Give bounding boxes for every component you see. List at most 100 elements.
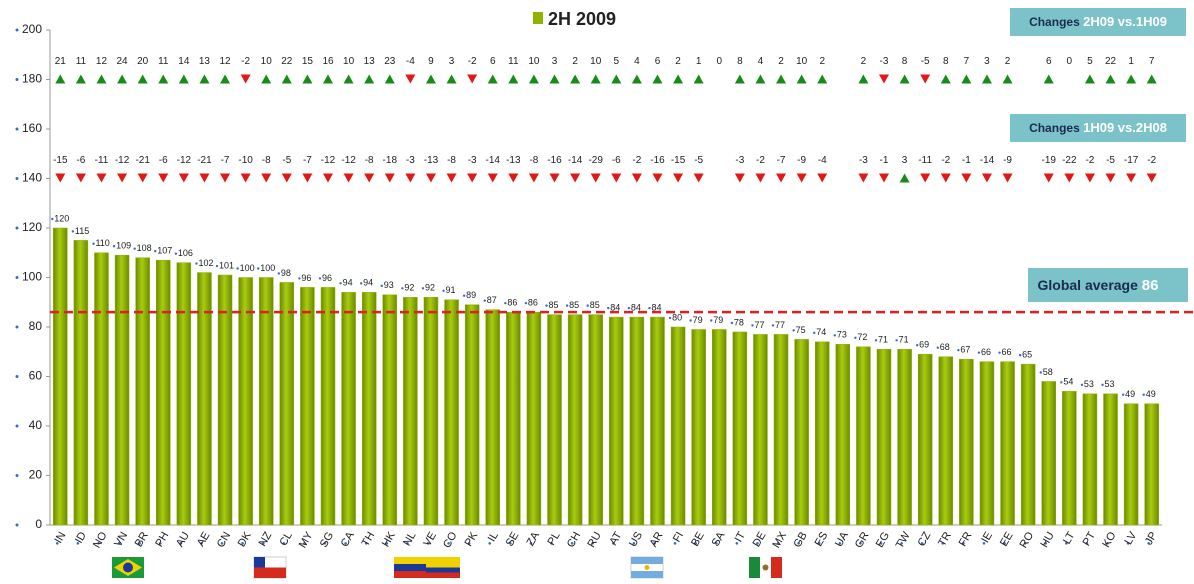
- change-label: 11: [158, 56, 169, 67]
- change-up: [817, 74, 828, 84]
- change-down: [1146, 173, 1157, 183]
- tick-dot: [15, 28, 19, 32]
- change-label: -6: [76, 155, 85, 166]
- change-up: [1084, 74, 1095, 84]
- bar: [732, 331, 748, 526]
- change-down: [96, 173, 107, 183]
- change-down: [425, 173, 436, 183]
- change-down: [220, 173, 231, 183]
- tick-dot: [385, 542, 389, 545]
- bar: [1041, 381, 1056, 526]
- x-tick: LT: [1061, 530, 1078, 547]
- change-up: [137, 74, 148, 84]
- x-tick: GR: [853, 530, 872, 550]
- x-tick-label: ID: [73, 530, 89, 546]
- x-tick-label: AR: [648, 530, 666, 549]
- change-down: [1002, 173, 1013, 183]
- bar: [547, 314, 562, 526]
- label-dot: [483, 299, 486, 302]
- change-down: [137, 173, 148, 183]
- value-label: 75: [796, 325, 806, 335]
- change-label: 13: [364, 56, 376, 67]
- change-label: 5: [1087, 56, 1093, 67]
- x-tick: AT: [607, 530, 624, 548]
- x-tick: UA: [833, 529, 851, 549]
- change-label: 11: [76, 56, 87, 67]
- change-label: 2: [778, 56, 784, 67]
- flag-cl: [253, 556, 287, 579]
- value-label: 86: [528, 298, 538, 308]
- x-tick: FR: [957, 530, 975, 549]
- change-label: 9: [428, 56, 434, 67]
- x-tick-label: SA: [710, 529, 728, 548]
- value-label: 71: [878, 335, 888, 345]
- x-tick: TW: [894, 529, 913, 550]
- change-label: 10: [343, 56, 355, 67]
- bar: [258, 277, 274, 526]
- bar: [753, 334, 768, 526]
- x-tick-label: IE: [979, 530, 995, 545]
- label-dot: [813, 331, 816, 335]
- change-down: [611, 173, 622, 183]
- x-tick-label: PT: [1081, 530, 1099, 548]
- tick-dot: [714, 542, 718, 545]
- tick-dot: [591, 542, 595, 545]
- change-label: 1: [696, 56, 702, 67]
- change-down: [158, 173, 169, 183]
- change-up: [1126, 74, 1137, 84]
- legend-swatch: [533, 12, 543, 24]
- change-label: -2: [241, 56, 250, 67]
- change-up: [508, 74, 519, 84]
- change-label: -14: [486, 155, 501, 166]
- tick-dot: [55, 542, 59, 545]
- bar: [794, 339, 809, 526]
- tick-dot: [632, 542, 636, 545]
- bar: [361, 292, 377, 526]
- change-label: 20: [137, 56, 149, 67]
- change-down: [796, 173, 807, 183]
- x-tick: VN: [112, 530, 130, 549]
- label-dot: [71, 230, 75, 233]
- value-label: 71: [899, 335, 909, 345]
- changes-title: Changes 2H09 vs.1H09: [1029, 14, 1167, 29]
- label-dot: [854, 336, 857, 339]
- x-tick: AE: [195, 530, 213, 549]
- x-tick: TH: [360, 530, 378, 549]
- change-down: [549, 173, 560, 183]
- change-down: [302, 173, 313, 183]
- change-label: 2: [861, 56, 867, 67]
- value-label: 108: [137, 243, 152, 253]
- change-up: [281, 74, 292, 84]
- change-down: [776, 173, 787, 183]
- label-dot: [1018, 353, 1022, 357]
- change-down: [1084, 173, 1095, 183]
- x-tick-label: JP: [1143, 530, 1160, 547]
- change-down: [446, 173, 457, 183]
- changes-highlight: 2H09 vs.1H09: [1083, 14, 1167, 29]
- y-tick-label: 160: [22, 121, 42, 135]
- label-dot: [977, 351, 981, 354]
- change-up: [652, 74, 663, 84]
- bar: [94, 252, 109, 526]
- x-tick: PL: [546, 530, 563, 548]
- label-dot: [51, 217, 54, 221]
- tick-dot: [1126, 542, 1130, 545]
- change-label: -3: [406, 155, 415, 166]
- x-tick: CN: [215, 530, 233, 550]
- change-label: -11: [95, 155, 109, 166]
- x-tick-label: HU: [1039, 530, 1057, 550]
- change-label: -3: [735, 155, 744, 166]
- label-dot: [298, 277, 301, 280]
- change-up: [899, 173, 910, 183]
- label-dot: [112, 245, 116, 248]
- change-down: [281, 173, 292, 183]
- change-down: [1043, 173, 1054, 183]
- value-label: 86: [507, 298, 517, 308]
- x-tick: RU: [585, 530, 603, 550]
- y-tick-label: 80: [29, 319, 43, 333]
- value-label: 94: [343, 278, 353, 288]
- x-tick: PT: [1081, 530, 1099, 548]
- bar: [1144, 403, 1159, 526]
- change-up: [199, 74, 210, 84]
